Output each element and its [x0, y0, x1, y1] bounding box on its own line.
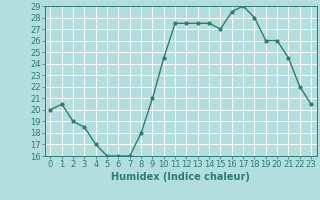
X-axis label: Humidex (Indice chaleur): Humidex (Indice chaleur): [111, 172, 250, 182]
